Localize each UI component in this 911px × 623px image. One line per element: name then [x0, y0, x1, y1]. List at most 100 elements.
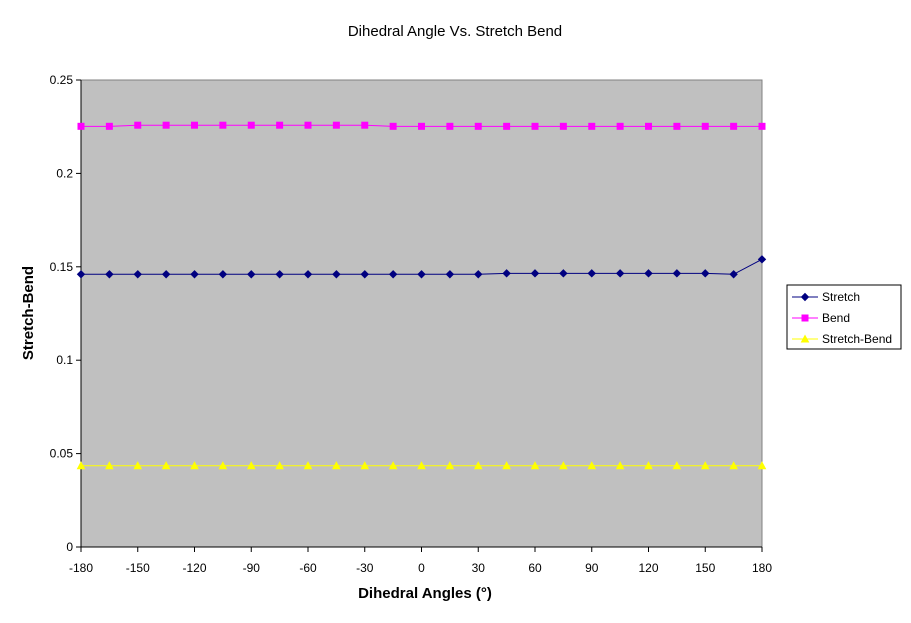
data-point-stretch — [502, 269, 511, 278]
series-stretch — [76, 255, 767, 279]
data-point-stretch — [275, 270, 284, 279]
data-point-stretch — [247, 270, 256, 279]
x-tick-label: 90 — [585, 561, 599, 575]
data-point-stretch — [615, 269, 625, 278]
legend: Stretch Bend Stretch-Bend — [786, 284, 902, 350]
legend-item-stretch-bend: Stretch-Bend — [792, 332, 892, 346]
data-point-bend — [219, 121, 227, 129]
data-point-stretch-bend — [161, 461, 171, 470]
data-point-stretch — [644, 269, 653, 278]
data-point-stretch — [190, 270, 199, 279]
data-point-bend — [474, 122, 482, 130]
data-point-stretch — [701, 269, 710, 278]
data-point-stretch-bend — [332, 461, 341, 470]
data-point-stretch — [105, 270, 114, 279]
data-point-stretch — [76, 270, 86, 279]
data-point-bend — [191, 121, 198, 129]
data-point-stretch-bend — [190, 461, 199, 470]
y-tick-label: 0.15 — [50, 260, 74, 274]
data-point-stretch-bend — [700, 461, 710, 470]
data-point-stretch-bend — [530, 461, 540, 470]
data-point-stretch-bend — [76, 461, 86, 470]
x-tick-label: -150 — [126, 561, 150, 575]
chart-title: Dihedral Angle Vs. Stretch Bend — [348, 23, 562, 40]
plot-area — [80, 79, 763, 548]
data-point-stretch-bend — [133, 461, 143, 470]
data-point-stretch-bend — [246, 461, 256, 470]
data-point-bend — [361, 121, 369, 129]
legend-marker — [800, 292, 810, 302]
data-point-bend — [276, 121, 284, 129]
x-axis: -180 -150 -120 -90 -60 -30 0 30 60 90 120 150 180 — [69, 546, 772, 575]
y-tick-label: 0.1 — [56, 353, 73, 367]
y-axis-title: Stretch-Bend — [20, 266, 37, 360]
series-stretch-bend — [76, 461, 767, 470]
data-point-bend — [332, 121, 340, 129]
data-point-stretch — [445, 270, 455, 279]
data-point-bend — [559, 122, 567, 130]
y-axis: 0 0.05 0.1 0.15 0.2 0.25 — [50, 73, 82, 554]
series-bend — [77, 121, 766, 130]
data-point-stretch — [133, 270, 142, 279]
data-point-bend — [503, 122, 511, 130]
data-point-stretch-bend — [644, 461, 653, 470]
data-point-stretch — [530, 269, 540, 278]
data-point-stretch-bend — [559, 461, 568, 470]
data-point-stretch-bend — [303, 461, 313, 470]
data-point-stretch-bend — [388, 461, 398, 470]
data-point-stretch — [303, 270, 313, 279]
x-tick-label: 150 — [695, 561, 715, 575]
data-point-stretch-bend — [473, 461, 483, 470]
y-tick-label: 0.2 — [56, 166, 73, 180]
data-point-bend — [105, 122, 113, 130]
y-tick-label: 0.05 — [50, 447, 74, 461]
data-point-stretch-bend — [502, 461, 511, 470]
legend-marker — [801, 314, 809, 322]
data-point-stretch-bend — [445, 461, 455, 470]
data-point-stretch — [218, 270, 228, 279]
data-point-bend — [134, 121, 142, 129]
data-point-stretch-bend — [218, 461, 228, 470]
data-point-stretch — [729, 270, 738, 279]
data-point-stretch — [474, 270, 483, 279]
data-point-stretch — [587, 269, 596, 278]
series-layer — [76, 121, 767, 470]
x-tick-label: -120 — [182, 561, 206, 575]
legend-label: Bend — [822, 311, 850, 325]
data-point-bend — [616, 122, 624, 130]
data-point-bend — [162, 121, 170, 129]
data-point-stretch — [161, 270, 171, 279]
data-point-stretch-bend — [729, 461, 738, 470]
x-tick-label: 0 — [418, 561, 425, 575]
x-tick-label: 120 — [638, 561, 658, 575]
legend-label: Stretch-Bend — [822, 332, 892, 346]
data-point-stretch — [417, 270, 426, 279]
data-point-stretch-bend — [757, 461, 767, 470]
data-point-stretch-bend — [417, 461, 426, 470]
y-tick-label: 0 — [66, 540, 73, 554]
data-point-stretch — [388, 270, 398, 279]
data-point-bend — [673, 122, 681, 130]
data-point-stretch-bend — [587, 461, 597, 470]
y-tick-label: 0.25 — [50, 73, 74, 87]
data-point-stretch-bend — [105, 461, 114, 470]
data-point-bend — [247, 121, 255, 129]
data-point-bend — [758, 122, 766, 130]
data-point-bend — [446, 122, 454, 130]
data-point-stretch-bend — [275, 461, 284, 470]
x-tick-label: -90 — [243, 561, 261, 575]
data-point-bend — [77, 122, 85, 130]
data-point-stretch — [757, 255, 767, 264]
x-tick-label: 30 — [472, 561, 486, 575]
data-point-stretch — [360, 270, 369, 279]
legend-label: Stretch — [822, 290, 860, 304]
data-point-stretch-bend — [615, 461, 625, 470]
data-point-bend — [531, 122, 539, 130]
data-point-stretch — [672, 269, 682, 278]
x-tick-label: 180 — [752, 561, 772, 575]
legend-item-bend: Bend — [792, 311, 850, 325]
legend-marker — [800, 334, 810, 343]
data-point-stretch — [332, 270, 341, 279]
data-point-stretch — [559, 269, 568, 278]
